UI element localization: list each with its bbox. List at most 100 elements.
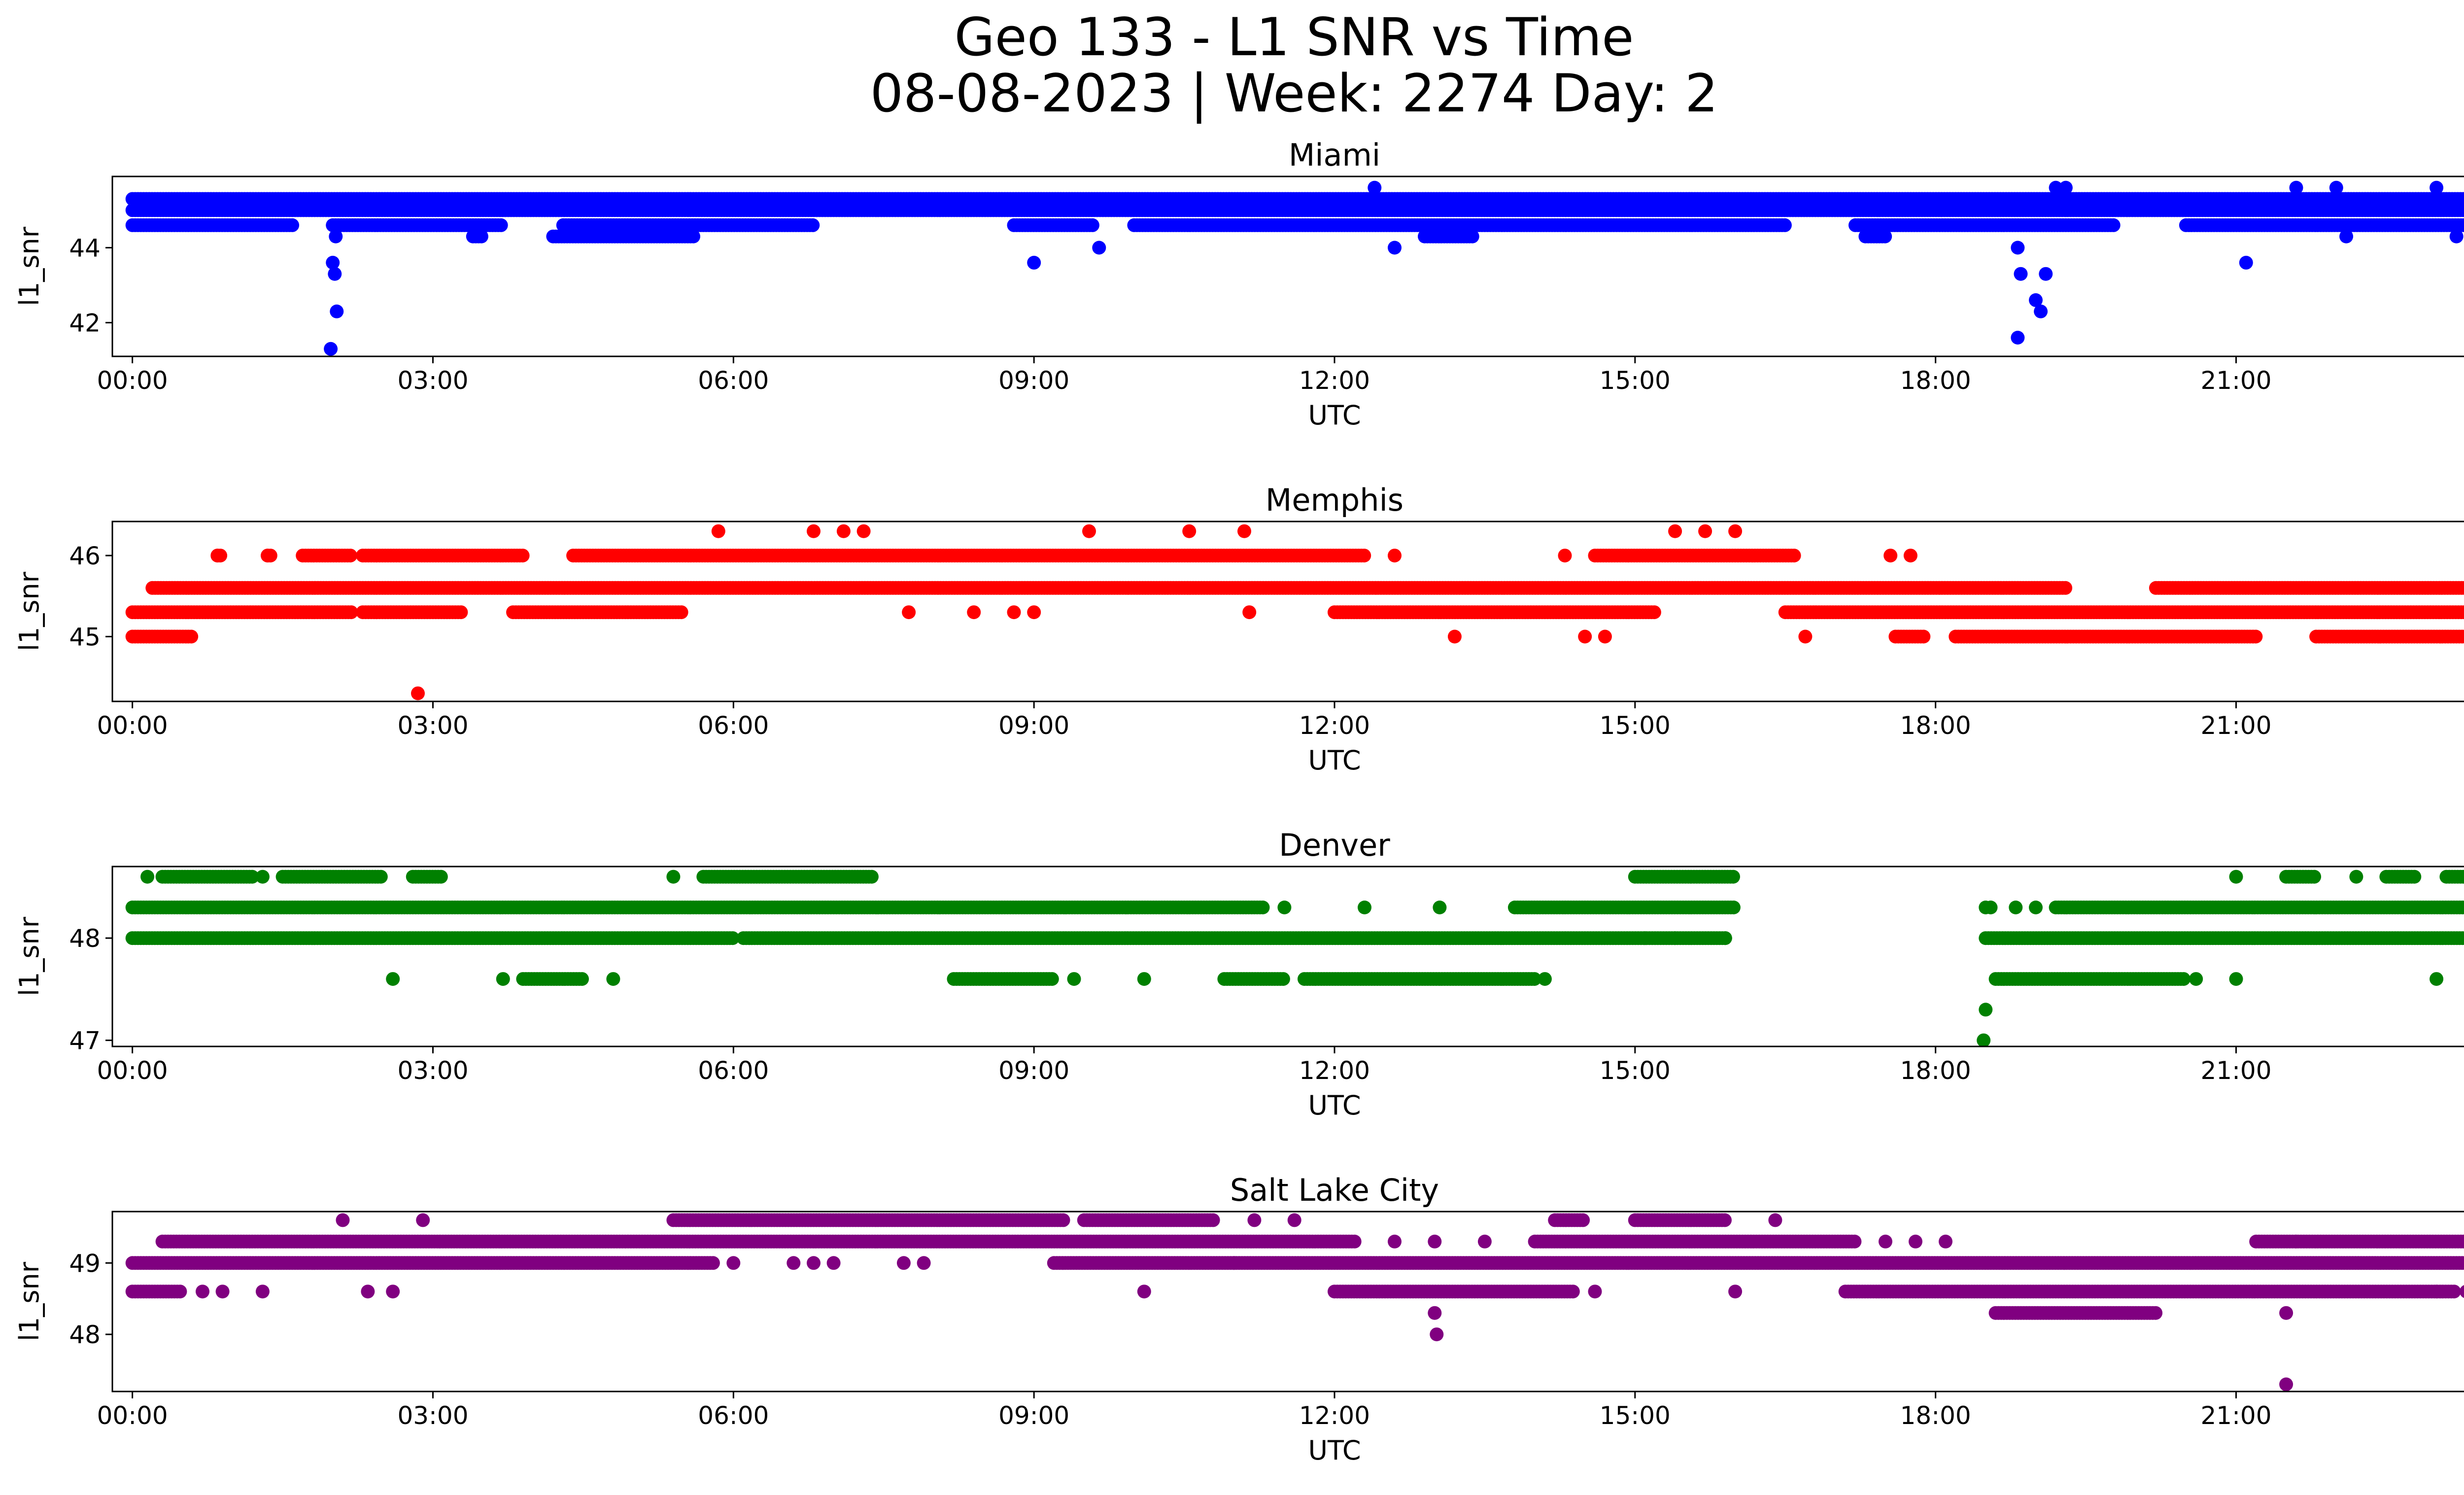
x-tick-label: 15:00 [1600,366,1671,395]
data-point [1388,549,1402,563]
data-markers [125,180,2464,356]
data-point [1007,605,1021,620]
data-point [2460,218,2464,232]
data-point [1082,524,1096,538]
data-point [1878,229,1892,243]
data-point [1237,524,1251,538]
y-tick-label: 44 [69,234,101,262]
data-point [2029,293,2043,307]
data-point [411,686,425,700]
data-point [686,229,700,243]
data-point [245,869,259,884]
data-point [1668,524,1682,538]
data-point [2034,304,2048,318]
data-point [902,605,916,620]
data-point [1903,549,1917,563]
data-point [1883,549,1898,563]
data-point [2462,205,2464,215]
data-point [1798,629,1813,644]
figure-title-line2: 08-08-2023 | Week: 2274 Day: 2 [870,63,1718,124]
data-point [2049,180,2063,195]
data-point [1242,605,1257,620]
subplot-title: Memphis [1266,482,1403,518]
data-point [1357,549,1371,563]
x-axis-label: UTC [1308,400,1361,431]
data-point [2289,180,2303,195]
data-point [2449,229,2464,243]
data-point [2460,606,2464,619]
x-tick-label: 15:00 [1600,711,1671,740]
x-tick-label: 00:00 [97,711,168,740]
data-point [2462,220,2464,230]
data-point [1728,524,1743,538]
x-tick-label: 09:00 [998,711,1069,740]
data-point [2039,267,2053,281]
data-point [1447,629,1462,644]
data-point [1558,549,1572,563]
subplot-panels: Miami 00:00 03:00 06:00 09:00 12:00 15:00 18:00… [14,137,2464,1466]
data-point [1726,869,1740,884]
x-tick-label: 06:00 [698,711,769,740]
data-point [454,605,468,620]
data-point [2058,180,2073,195]
data-point [330,304,344,318]
data-point [1027,605,1041,620]
x-tick-label: 12:00 [1299,711,1370,740]
data-point [2011,241,2025,255]
data-point [285,218,300,232]
data-point [1647,605,1661,620]
subplot-title: Denver [1279,827,1390,863]
data-point [1368,180,1382,195]
data-point [434,869,448,884]
data-point [836,524,851,538]
y-axis-label: l1_snr [14,226,45,306]
x-tick-label: 06:00 [698,366,769,395]
data-point [2407,869,2422,884]
figure-title-line1: Geo 133 - L1 SNR vs Time [954,7,1634,68]
data-point [807,524,821,538]
data-point [2460,582,2464,594]
x-tick-label: 03:00 [397,366,468,395]
data-point [2463,608,2464,616]
data-point [2106,218,2121,232]
data-point [494,218,508,232]
data-point [864,869,879,884]
data-point [210,549,225,563]
data-point [261,549,275,563]
data-point [344,605,358,620]
x-tick-label: 03:00 [397,711,468,740]
data-point [184,629,199,644]
data-point [374,869,388,884]
data-point [1916,629,1931,644]
data-point [1092,241,1106,255]
data-point [2329,180,2343,195]
y-tick-label: 45 [69,623,101,651]
data-point [1085,218,1099,232]
data-point [674,605,688,620]
data-point [1388,241,1402,255]
data-point [343,549,357,563]
data-point [2459,870,2464,884]
data-point [2058,581,2073,595]
x-tick-label: 18:00 [1900,366,1971,395]
y-axis-label: l1_snr [14,571,45,651]
data-point [2249,629,2263,644]
data-point [2459,204,2464,217]
data-point [2014,267,2028,281]
x-tick-label: 00:00 [97,366,168,395]
x-tick-label: 09:00 [998,366,1069,395]
data-point [1182,524,1197,538]
data-point [2462,194,2464,204]
data-point [515,549,530,563]
data-point [1787,549,1801,563]
data-point [324,342,338,356]
x-axis-label: UTC [1308,745,1361,776]
data-point [474,229,488,243]
subplot-title: Miami [1289,137,1380,173]
data-markers [125,869,2464,1046]
data-markers [125,524,2464,700]
data-point [1598,629,1612,644]
